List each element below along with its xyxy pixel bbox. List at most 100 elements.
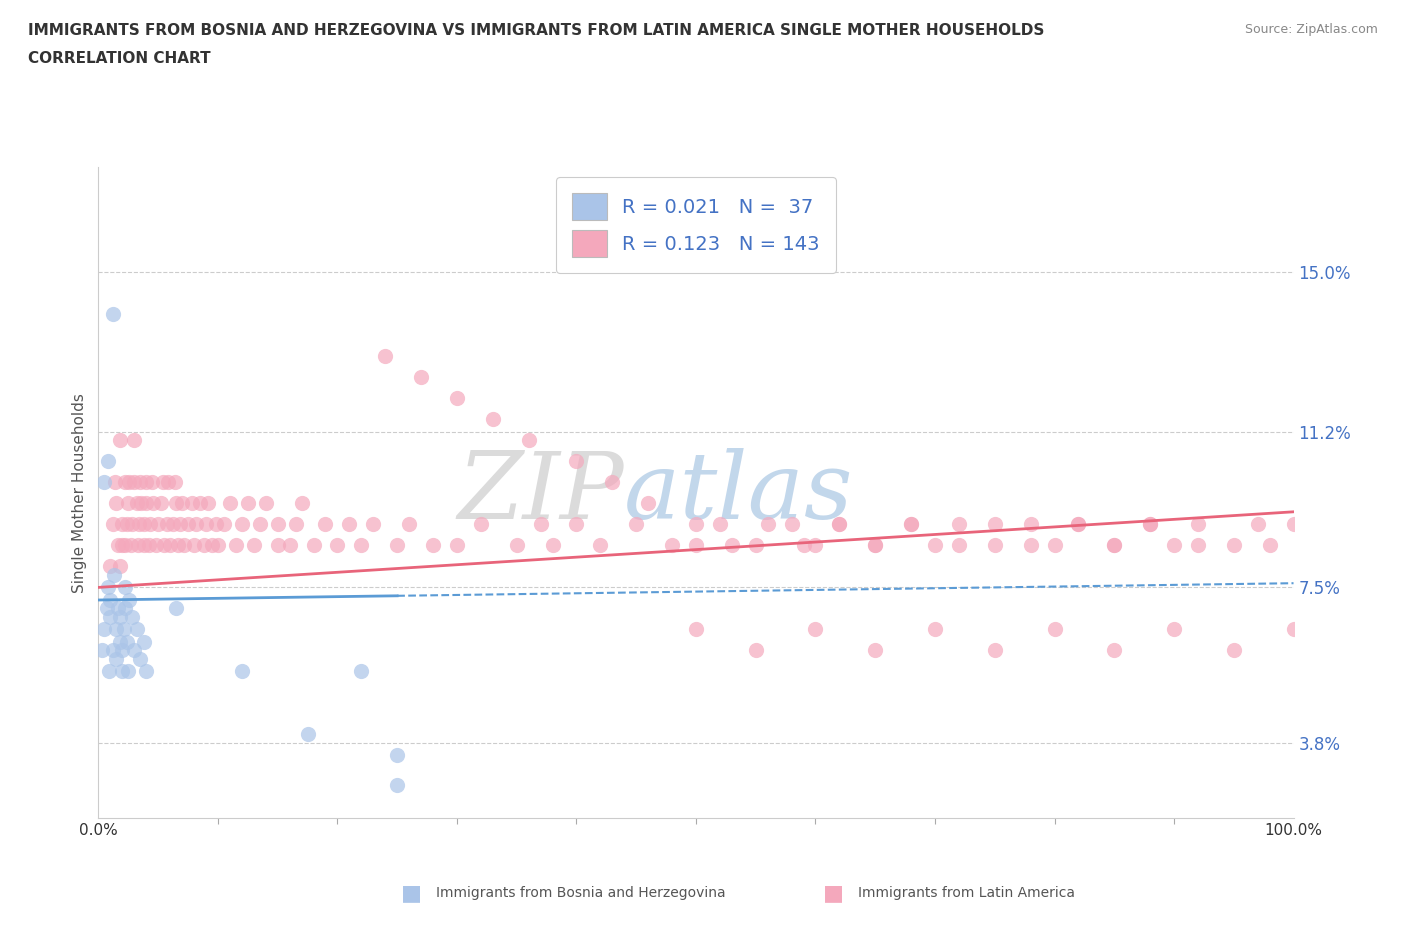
Point bbox=[1187, 517, 1209, 532]
Point bbox=[984, 643, 1007, 658]
Point bbox=[169, 517, 191, 532]
Point bbox=[865, 538, 887, 552]
Point bbox=[101, 307, 124, 322]
Point bbox=[219, 496, 242, 511]
Point bbox=[104, 475, 127, 490]
Point bbox=[626, 517, 648, 532]
Point bbox=[207, 538, 229, 552]
Point bbox=[138, 538, 160, 552]
Point bbox=[231, 664, 253, 679]
Point bbox=[446, 391, 468, 405]
Point bbox=[685, 538, 707, 552]
Point bbox=[1223, 643, 1246, 658]
Point bbox=[249, 517, 271, 532]
Point bbox=[115, 517, 138, 532]
Point bbox=[204, 517, 226, 532]
Point bbox=[685, 517, 707, 532]
Point bbox=[114, 538, 136, 552]
Text: IMMIGRANTS FROM BOSNIA AND HERZEGOVINA VS IMMIGRANTS FROM LATIN AMERICA SINGLE M: IMMIGRANTS FROM BOSNIA AND HERZEGOVINA V… bbox=[28, 23, 1045, 38]
Point bbox=[125, 622, 148, 637]
Point bbox=[163, 475, 186, 490]
Point bbox=[1104, 538, 1126, 552]
Point bbox=[721, 538, 744, 552]
Point bbox=[148, 517, 170, 532]
Point bbox=[302, 538, 325, 552]
Point bbox=[135, 496, 157, 511]
Point bbox=[1104, 538, 1126, 552]
Text: ■: ■ bbox=[823, 883, 844, 903]
Point bbox=[132, 517, 155, 532]
Point bbox=[565, 454, 588, 469]
Point bbox=[118, 592, 141, 607]
Point bbox=[602, 475, 624, 490]
Point bbox=[111, 517, 134, 532]
Point bbox=[121, 517, 143, 532]
Point bbox=[1139, 517, 1161, 532]
Point bbox=[589, 538, 612, 552]
Point bbox=[284, 517, 307, 532]
Text: atlas: atlas bbox=[624, 448, 853, 538]
Point bbox=[1163, 622, 1185, 637]
Point bbox=[363, 517, 385, 532]
Point bbox=[1043, 538, 1066, 552]
Point bbox=[93, 622, 115, 637]
Point bbox=[105, 496, 128, 511]
Point bbox=[565, 517, 588, 532]
Point bbox=[745, 538, 768, 552]
Point bbox=[98, 664, 121, 679]
Point bbox=[984, 538, 1007, 552]
Point bbox=[156, 475, 179, 490]
Point bbox=[793, 538, 815, 552]
Point bbox=[1019, 517, 1042, 532]
Point bbox=[108, 609, 131, 624]
Point bbox=[132, 634, 155, 649]
Point bbox=[236, 496, 259, 511]
Y-axis label: Single Mother Households: Single Mother Households bbox=[72, 393, 87, 592]
Point bbox=[124, 433, 146, 448]
Point bbox=[530, 517, 553, 532]
Point bbox=[153, 538, 176, 552]
Point bbox=[339, 517, 361, 532]
Point bbox=[114, 601, 136, 616]
Point bbox=[661, 538, 683, 552]
Point bbox=[193, 538, 215, 552]
Point bbox=[162, 517, 184, 532]
Point bbox=[315, 517, 337, 532]
Point bbox=[135, 475, 157, 490]
Text: CORRELATION CHART: CORRELATION CHART bbox=[28, 51, 211, 66]
Point bbox=[98, 609, 122, 624]
Point bbox=[1067, 517, 1090, 532]
Point bbox=[114, 475, 136, 490]
Point bbox=[267, 517, 290, 532]
Point bbox=[118, 475, 141, 490]
Point bbox=[159, 538, 181, 552]
Point bbox=[828, 517, 851, 532]
Point bbox=[924, 622, 946, 637]
Point bbox=[385, 777, 409, 792]
Point bbox=[446, 538, 468, 552]
Point bbox=[165, 496, 187, 511]
Point bbox=[111, 664, 134, 679]
Point bbox=[422, 538, 444, 552]
Point bbox=[780, 517, 803, 532]
Point bbox=[125, 496, 148, 511]
Point bbox=[135, 664, 157, 679]
Point bbox=[804, 538, 827, 552]
Point bbox=[103, 567, 125, 582]
Point bbox=[112, 622, 135, 637]
Point bbox=[186, 517, 208, 532]
Point bbox=[105, 622, 128, 637]
Text: Source: ZipAtlas.com: Source: ZipAtlas.com bbox=[1244, 23, 1378, 36]
Point bbox=[197, 496, 219, 511]
Point bbox=[411, 370, 433, 385]
Point bbox=[167, 538, 190, 552]
Point bbox=[709, 517, 731, 532]
Point bbox=[385, 748, 409, 763]
Point bbox=[541, 538, 564, 552]
Point bbox=[267, 538, 290, 552]
Point bbox=[195, 517, 218, 532]
Point bbox=[685, 622, 707, 637]
Text: Immigrants from Latin America: Immigrants from Latin America bbox=[858, 885, 1074, 900]
Point bbox=[131, 496, 153, 511]
Point bbox=[96, 601, 118, 616]
